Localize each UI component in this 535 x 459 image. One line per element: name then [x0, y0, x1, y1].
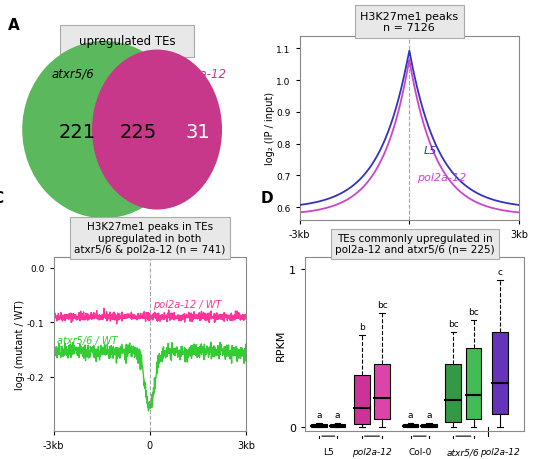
Text: A: A — [7, 18, 19, 33]
Text: D: D — [261, 191, 274, 206]
Bar — [311, 425, 327, 427]
Text: bc: bc — [377, 301, 387, 310]
Y-axis label: RPKM: RPKM — [276, 329, 286, 360]
Text: a: a — [335, 410, 340, 419]
Text: pol2a-12: pol2a-12 — [174, 67, 226, 81]
Title: H3K27me1 peaks
n = 7126: H3K27me1 peaks n = 7126 — [360, 11, 458, 33]
Text: pol2a-12
atxr5/6: pol2a-12 atxr5/6 — [480, 447, 520, 459]
Text: a: a — [426, 410, 432, 419]
Title: H3K27me1 peaks in TEs
upregulated in both
atxr5/6 & pol2a-12 (n = 741): H3K27me1 peaks in TEs upregulated in bot… — [74, 222, 225, 255]
Text: bc: bc — [448, 319, 458, 329]
Text: atxr5/6: atxr5/6 — [447, 447, 480, 456]
Text: 221: 221 — [59, 123, 96, 142]
Ellipse shape — [92, 50, 222, 210]
Text: a: a — [316, 410, 322, 419]
Text: L5: L5 — [323, 447, 334, 456]
Bar — [466, 348, 482, 419]
Bar — [421, 425, 437, 427]
Bar — [330, 425, 345, 427]
Ellipse shape — [22, 42, 186, 219]
Text: 31: 31 — [186, 123, 210, 142]
Text: 225: 225 — [119, 123, 156, 142]
Text: bc: bc — [468, 307, 479, 316]
Bar — [492, 332, 508, 414]
Y-axis label: log₂ (IP / input): log₂ (IP / input) — [265, 92, 275, 165]
Text: a: a — [408, 410, 414, 419]
Text: pol2a-12: pol2a-12 — [352, 447, 392, 456]
Bar — [403, 425, 418, 427]
Text: C: C — [0, 191, 3, 206]
Text: Col-0: Col-0 — [408, 447, 431, 456]
Text: upregulated TEs: upregulated TEs — [79, 35, 175, 48]
Y-axis label: log₂ (mutant / WT): log₂ (mutant / WT) — [16, 299, 26, 389]
Text: b: b — [359, 323, 365, 332]
Bar — [374, 364, 390, 419]
Text: c: c — [498, 268, 502, 277]
Text: L5: L5 — [424, 146, 437, 156]
Text: pol2a-12 / WT: pol2a-12 / WT — [153, 299, 221, 309]
Text: atxr5/6: atxr5/6 — [51, 67, 94, 81]
Text: pol2a-12: pol2a-12 — [417, 173, 466, 183]
FancyBboxPatch shape — [59, 26, 194, 58]
Bar — [446, 364, 461, 422]
Title: TEs commonly upregulated in
pol2a-12 and atxr5/6 (n= 225): TEs commonly upregulated in pol2a-12 and… — [335, 233, 494, 255]
Bar — [354, 375, 370, 424]
Text: atxr5/6 / WT: atxr5/6 / WT — [57, 335, 117, 345]
